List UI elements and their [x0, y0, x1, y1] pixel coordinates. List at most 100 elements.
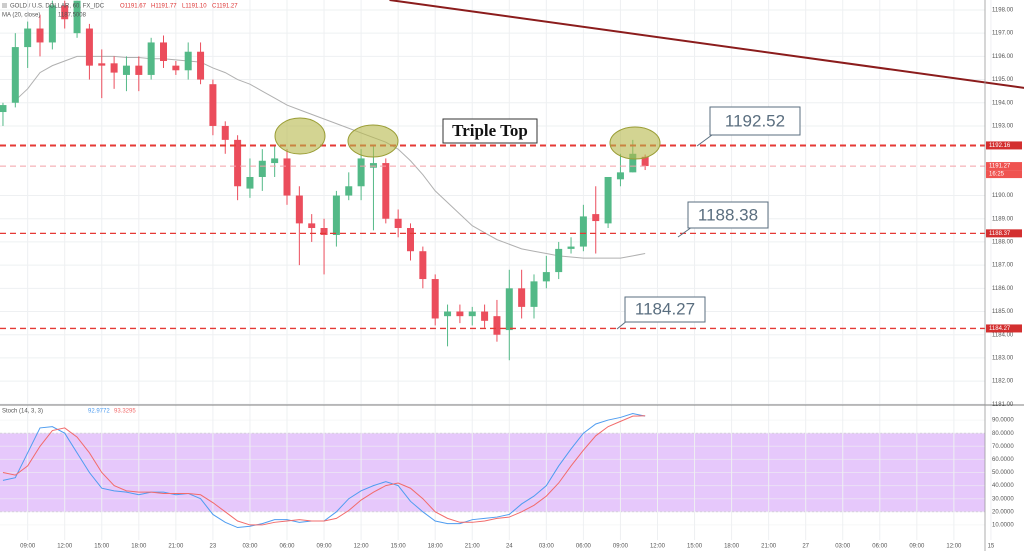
- callout-box: [709, 106, 801, 136]
- top-marker: [274, 117, 326, 155]
- candle-body: [246, 176, 254, 189]
- y-tick-label: 30.0000: [992, 496, 1014, 502]
- candle-body: [357, 158, 365, 187]
- candle-body: [604, 176, 612, 224]
- candle-body: [530, 281, 538, 307]
- y-tick-label: 1182.00: [992, 379, 1014, 385]
- candle-body: [271, 158, 279, 164]
- candle-body: [234, 139, 242, 187]
- legend: GOLD / U.S. DOLLAR, 60, FX_IDC O1191.67 …: [2, 3, 238, 415]
- x-tick-label: 15:00: [94, 544, 110, 550]
- price-label-bg: [986, 324, 1022, 333]
- price-label-bg: [986, 229, 1022, 238]
- x-tick-label: 06:00: [279, 544, 295, 550]
- candle-body: [431, 279, 439, 319]
- candle-body: [61, 5, 69, 20]
- y-tick-label: 1183.00: [992, 355, 1014, 361]
- candle-body: [258, 160, 266, 177]
- x-tick-label: 03:00: [242, 544, 258, 550]
- ohlc-close: C1191.27: [212, 4, 238, 10]
- candle-body: [505, 288, 513, 331]
- stoch-k-value: 92.9772: [88, 409, 110, 415]
- price-label: 1188.37: [989, 231, 1011, 237]
- candle-body: [122, 65, 130, 75]
- top-marker: [347, 124, 399, 158]
- x-tick-label: 18:00: [428, 544, 444, 550]
- ma-legend: MA (20, close): [2, 13, 40, 19]
- candle-body: [332, 195, 340, 235]
- candle-body: [308, 223, 316, 229]
- candle-body: [221, 125, 229, 140]
- candle-body: [197, 51, 205, 80]
- candle-body: [36, 28, 44, 43]
- x-tick-label: 06:00: [872, 544, 888, 550]
- y-tick-label: 40.0000: [992, 483, 1014, 489]
- y-tick-label: 20.0000: [992, 509, 1014, 515]
- y-tick-label: 1188.00: [992, 240, 1014, 246]
- y-tick-label: 10.0000: [992, 523, 1014, 529]
- candle-body: [295, 195, 303, 224]
- x-tick-label: 15:00: [687, 544, 703, 550]
- x-tick-label: 15: [988, 544, 995, 550]
- icon: [2, 3, 7, 8]
- grid: [0, 0, 992, 540]
- callout-box: [624, 296, 706, 323]
- y-tick-label: 1195.00: [992, 77, 1014, 83]
- x-tick-label: 09:00: [909, 544, 925, 550]
- candle-body: [147, 42, 155, 75]
- x-tick-label: 06:00: [576, 544, 592, 550]
- x-tick-label: 21:00: [168, 544, 184, 550]
- axis-labels: 1192.16 1191.27 16:25 1188.37 1184.27: [986, 141, 1022, 333]
- candle-body: [567, 246, 575, 249]
- candle-body: [73, 0, 81, 34]
- candle-body: [542, 272, 550, 282]
- price-label-bg: [986, 141, 1022, 150]
- y-tick-label: 1194.00: [992, 100, 1014, 106]
- y-tick-label: 1186.00: [992, 286, 1014, 292]
- y-tick-label: 1181.00: [992, 402, 1014, 408]
- ohlc-low: L1191.10: [182, 4, 207, 10]
- x-tick-label: 18:00: [724, 544, 740, 550]
- callout-label: 1188.38: [698, 205, 758, 224]
- annotations: Triple Top 1192.52 1188.38 1184.27: [274, 106, 801, 330]
- callout-label: 1184.27: [635, 299, 695, 318]
- symbol: GOLD / U.S. DOLLAR, 60, FX_IDC: [10, 4, 105, 10]
- y-tick-label: 1190.00: [992, 193, 1014, 199]
- y-tick-label: 1193.00: [992, 124, 1014, 130]
- candle-body: [184, 51, 192, 71]
- x-tick-label: 21:00: [465, 544, 481, 550]
- candle-body: [444, 311, 452, 317]
- y-tick-label: 60.0000: [992, 457, 1014, 463]
- x-tick-label: 18:00: [131, 544, 147, 550]
- ma-value: 1187.5008: [58, 13, 87, 19]
- countdown: 16:25: [989, 172, 1005, 178]
- candle-body: [110, 63, 118, 73]
- candle-body: [24, 28, 32, 48]
- candle-body: [616, 172, 624, 180]
- candle-body: [456, 311, 464, 317]
- y-tick-label: 90.0000: [992, 418, 1014, 424]
- stoch-legend: Stoch (14, 3, 3): [2, 409, 43, 415]
- candle-body: [369, 163, 377, 168]
- y-tick-label: 80.0000: [992, 431, 1014, 437]
- candle-body: [209, 84, 217, 126]
- triple-top-label: Triple Top: [452, 121, 528, 140]
- x-tick-label: 09:00: [20, 544, 36, 550]
- candle-body: [135, 65, 143, 75]
- candle-body: [172, 65, 180, 71]
- candle-body: [0, 105, 7, 113]
- x-tick-label: 12:00: [650, 544, 666, 550]
- candle-body: [320, 228, 328, 235]
- candle-body: [382, 163, 390, 219]
- ohlc-open: O1191.67: [120, 4, 147, 10]
- top-marker: [609, 126, 661, 160]
- y-tick-label: 50.0000: [992, 470, 1014, 476]
- series-line: [2, 415, 646, 526]
- x-tick-label: 12:00: [946, 544, 962, 550]
- x-tick-label: 24: [506, 544, 513, 550]
- candle-body: [48, 5, 56, 43]
- y-tick-label: 1197.00: [992, 31, 1014, 37]
- candle-body: [98, 63, 106, 66]
- ohlc-high: H1191.77: [151, 4, 177, 10]
